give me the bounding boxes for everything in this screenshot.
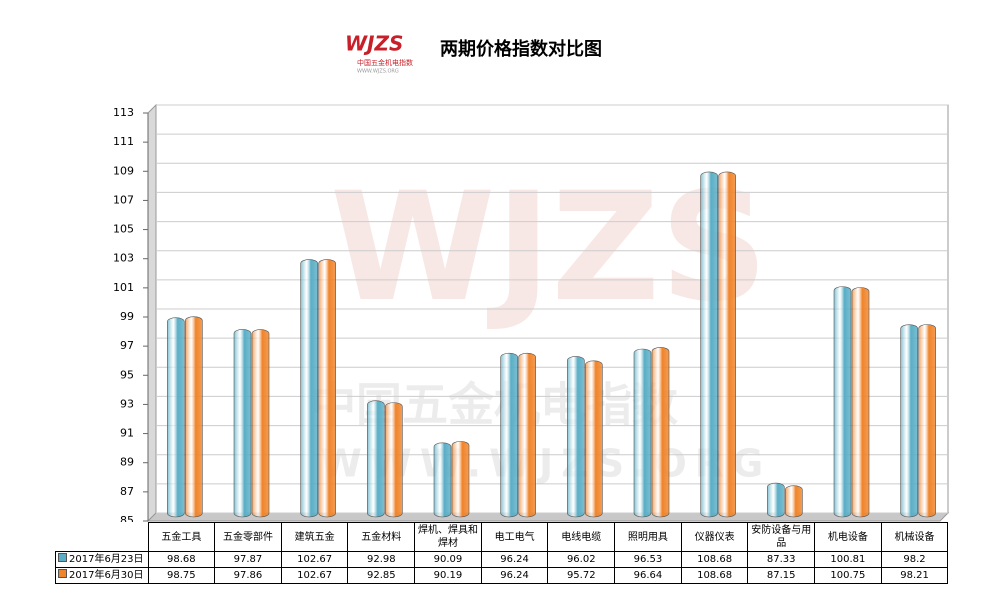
bar — [167, 317, 185, 518]
table-value: 96.24 — [480, 567, 549, 584]
bar — [318, 259, 336, 518]
table-value: 98.75 — [147, 567, 216, 584]
table-value: 96.02 — [547, 551, 616, 568]
bar — [851, 287, 870, 518]
table-value: 95.72 — [547, 567, 616, 584]
legend-cell: 2017年6月30日 — [55, 567, 149, 584]
bar — [633, 348, 652, 518]
y-tick-label: 89 — [120, 456, 134, 469]
y-tick-label: 95 — [120, 368, 134, 381]
bar — [918, 324, 936, 518]
table-value: 102.67 — [280, 567, 349, 584]
bar — [567, 356, 585, 518]
legend-swatch — [58, 569, 67, 578]
table-value: 96.53 — [614, 551, 682, 568]
y-tick-label: 111 — [113, 135, 134, 148]
table-value: 87.15 — [747, 567, 816, 584]
y-tick-label: 97 — [120, 339, 134, 352]
logo-subtitle: 中国五金机电指数 — [357, 58, 413, 67]
y-tick-label: 105 — [113, 223, 134, 236]
side-wall — [147, 103, 157, 523]
watermark-logo: WJZS — [330, 161, 768, 335]
table-value: 108.68 — [680, 551, 749, 568]
bar — [900, 324, 918, 518]
x-tick-label: 建筑五金 — [280, 522, 349, 552]
y-tick-label: 93 — [120, 397, 134, 410]
bar — [718, 171, 736, 518]
bar — [367, 400, 385, 518]
chart: WJZS 中国五金机电指数 WWW.WJZS.ORG WJZS 中国五金机电指数… — [113, 32, 950, 527]
bar — [385, 402, 403, 518]
table-value: 102.67 — [280, 551, 349, 568]
legend-label: 2017年6月30日 — [69, 570, 144, 581]
y-tick-label: 99 — [120, 310, 134, 323]
x-tick-label: 照明用具 — [614, 522, 682, 552]
x-tick-label: 安防设备与用品 — [747, 522, 816, 552]
legend-label: 2017年6月23日 — [69, 554, 144, 565]
legend-swatch — [58, 553, 67, 562]
y-tick-label: 113 — [113, 106, 134, 119]
bar — [500, 352, 518, 518]
y-tick-label: 109 — [113, 164, 134, 177]
table-value: 100.81 — [814, 551, 882, 568]
bar — [585, 360, 603, 518]
y-tick-label: 87 — [120, 485, 134, 498]
x-tick-label: 机电设备 — [814, 522, 882, 552]
x-tick-label: 电工电气 — [480, 522, 549, 552]
bar — [251, 329, 270, 518]
table-value: 90.09 — [414, 551, 482, 568]
bar — [833, 286, 852, 518]
y-tick-label: 107 — [113, 193, 134, 206]
table-value: 98.68 — [147, 551, 216, 568]
table-value: 97.87 — [214, 551, 282, 568]
logo: WJZS — [345, 32, 403, 56]
bar — [185, 316, 203, 518]
table-value: 92.85 — [347, 567, 416, 584]
table-row: 2017年6月30日 98.75 97.86 102.67 92.85 90.19 96.2… — [55, 567, 949, 584]
bar — [767, 482, 785, 518]
table-value: 92.98 — [347, 551, 416, 568]
bar — [451, 441, 470, 518]
y-tick-label: 85 — [120, 514, 134, 522]
x-tick-label: 五金材料 — [347, 522, 416, 552]
x-tick-label: 机械设备 — [880, 522, 949, 552]
x-tick-label: 电线电缆 — [547, 522, 616, 552]
table-value: 87.33 — [747, 551, 816, 568]
bar — [518, 352, 536, 518]
bar — [300, 259, 318, 518]
table-value: 100.75 — [814, 567, 882, 584]
table-value: 97.86 — [214, 567, 282, 584]
corner-cell — [56, 523, 149, 552]
table-value: 108.68 — [680, 567, 749, 584]
logo-url: WWW.WJZS.ORG — [357, 69, 399, 75]
chart-title: 两期价格指数对比图 — [440, 38, 602, 60]
bar — [700, 171, 718, 518]
bar — [651, 347, 670, 518]
table-value: 96.64 — [614, 567, 682, 584]
x-tick-label: 五金工具 — [147, 522, 216, 552]
table-value: 98.2 — [880, 551, 949, 568]
legend-cell: 2017年6月23日 — [55, 551, 149, 568]
y-tick-label: 101 — [113, 281, 134, 294]
data-table: 五金工具 五金零部件 建筑五金 五金材料 焊机、焊具和焊材 电工电气 电线电缆 照明用具 仪器仪… — [55, 522, 949, 584]
x-tick-label: 五金零部件 — [214, 522, 282, 552]
table-row: 2017年6月23日 98.68 97.87 102.67 92.98 90.09 96.2… — [55, 551, 949, 568]
table-value: 90.19 — [414, 567, 482, 584]
bar — [433, 442, 452, 518]
table-value: 96.24 — [480, 551, 549, 568]
y-tick-label: 103 — [113, 252, 134, 265]
table-value: 98.21 — [880, 567, 949, 584]
bar — [785, 485, 803, 518]
bar — [233, 329, 252, 518]
x-tick-label: 仪器仪表 — [680, 522, 749, 552]
y-tick-label: 91 — [120, 427, 134, 440]
x-tick-label: 焊机、焊具和焊材 — [414, 522, 482, 552]
table-header-row: 五金工具 五金零部件 建筑五金 五金材料 焊机、焊具和焊材 电工电气 电线电缆 照明用具 仪器仪… — [56, 522, 949, 552]
watermark-subtitle: 中国五金机电指数 — [310, 378, 678, 432]
